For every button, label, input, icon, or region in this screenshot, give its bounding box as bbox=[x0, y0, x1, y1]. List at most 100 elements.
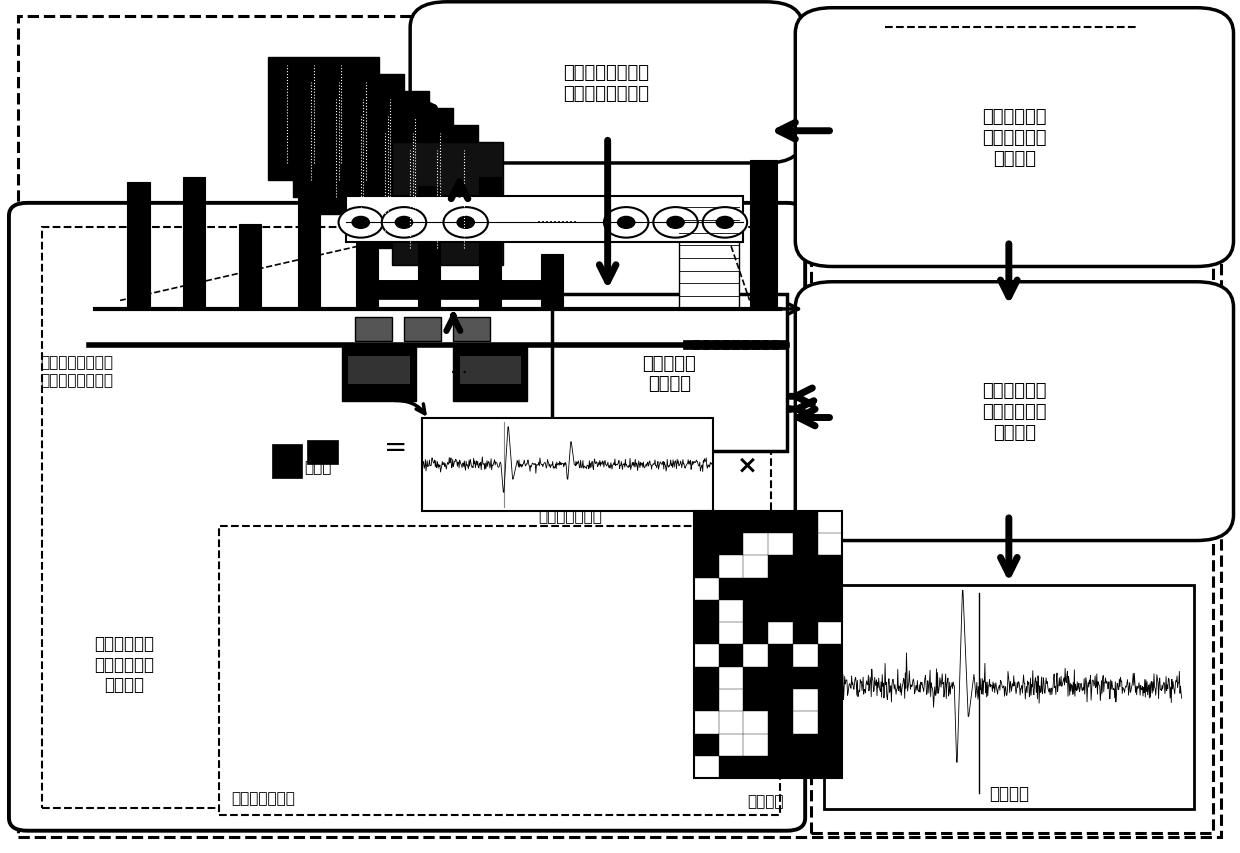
Bar bbox=[768, 711, 792, 734]
Bar bbox=[694, 734, 719, 756]
Bar bbox=[719, 756, 744, 778]
Bar bbox=[42, 228, 770, 808]
Text: 测量矩阵: 测量矩阵 bbox=[748, 793, 784, 809]
Bar bbox=[680, 208, 739, 310]
Circle shape bbox=[604, 208, 649, 238]
Bar bbox=[768, 601, 792, 623]
Text: 基于压缩采样
的微地震信号
检测技术: 基于压缩采样 的微地震信号 检测技术 bbox=[94, 634, 154, 693]
Bar bbox=[238, 225, 260, 310]
Text: 原始微地震数据: 原始微地震数据 bbox=[538, 509, 603, 524]
Text: ×: × bbox=[737, 453, 758, 477]
Bar bbox=[719, 578, 744, 601]
Bar bbox=[128, 183, 150, 310]
Bar bbox=[768, 734, 792, 756]
Bar bbox=[460, 357, 521, 385]
Circle shape bbox=[717, 218, 734, 229]
Bar bbox=[356, 184, 378, 310]
Bar bbox=[792, 756, 817, 778]
Bar bbox=[768, 645, 792, 667]
Text: 训练样本: 训练样本 bbox=[988, 784, 1029, 802]
Bar bbox=[817, 689, 842, 711]
Bar bbox=[744, 623, 768, 645]
Text: 测量值: 测量值 bbox=[304, 460, 331, 474]
Bar bbox=[298, 183, 320, 310]
Bar bbox=[719, 645, 744, 667]
Bar bbox=[694, 511, 719, 533]
Bar bbox=[268, 58, 379, 181]
Bar bbox=[694, 511, 842, 778]
Bar bbox=[694, 601, 719, 623]
Bar bbox=[541, 254, 563, 310]
Text: =: = bbox=[383, 433, 407, 461]
Bar bbox=[744, 601, 768, 623]
Bar bbox=[792, 601, 817, 623]
Bar bbox=[272, 444, 303, 479]
Text: 基于机器学习
的微地震信号
检测方法: 基于机器学习 的微地震信号 检测方法 bbox=[982, 382, 1047, 442]
Text: 输出重构微
地震数据: 输出重构微 地震数据 bbox=[642, 354, 696, 393]
Circle shape bbox=[618, 218, 635, 229]
Circle shape bbox=[339, 208, 383, 238]
Text: 基于奇异值分
解的聚类字典
学习方法: 基于奇异值分 解的聚类字典 学习方法 bbox=[982, 108, 1047, 168]
Bar bbox=[694, 556, 719, 578]
Bar bbox=[308, 441, 337, 465]
Bar bbox=[792, 623, 817, 645]
Bar bbox=[346, 197, 744, 242]
Circle shape bbox=[703, 208, 748, 238]
FancyBboxPatch shape bbox=[410, 3, 802, 164]
Circle shape bbox=[653, 208, 698, 238]
Bar bbox=[792, 578, 817, 601]
Bar bbox=[342, 108, 454, 231]
Text: ••••••••••: •••••••••• bbox=[537, 220, 577, 226]
Bar bbox=[719, 511, 744, 533]
Bar bbox=[367, 125, 479, 248]
Bar bbox=[423, 418, 713, 511]
Bar bbox=[750, 161, 776, 310]
Bar bbox=[404, 318, 441, 342]
Bar bbox=[792, 734, 817, 756]
Bar bbox=[744, 756, 768, 778]
Bar bbox=[454, 318, 490, 342]
Bar bbox=[719, 533, 744, 556]
Bar bbox=[184, 178, 206, 310]
Bar bbox=[768, 511, 792, 533]
Bar bbox=[744, 578, 768, 601]
FancyBboxPatch shape bbox=[795, 9, 1234, 267]
Bar bbox=[768, 689, 792, 711]
Bar bbox=[768, 667, 792, 689]
Circle shape bbox=[382, 208, 427, 238]
Bar bbox=[792, 556, 817, 578]
Bar bbox=[694, 623, 719, 645]
Circle shape bbox=[667, 218, 684, 229]
Bar bbox=[744, 667, 768, 689]
Bar bbox=[317, 92, 429, 215]
Bar bbox=[744, 511, 768, 533]
Bar bbox=[817, 667, 842, 689]
Bar bbox=[694, 667, 719, 689]
Bar bbox=[817, 734, 842, 756]
Bar bbox=[418, 187, 440, 310]
Bar bbox=[792, 511, 817, 533]
Bar bbox=[811, 24, 1213, 833]
Bar bbox=[218, 526, 780, 815]
Circle shape bbox=[396, 218, 413, 229]
Bar bbox=[792, 533, 817, 556]
Text: ···: ··· bbox=[450, 364, 469, 383]
FancyBboxPatch shape bbox=[795, 282, 1234, 541]
Bar bbox=[817, 578, 842, 601]
Bar bbox=[817, 711, 842, 734]
Bar bbox=[817, 645, 842, 667]
Circle shape bbox=[352, 218, 370, 229]
Bar bbox=[768, 556, 792, 578]
Bar bbox=[817, 601, 842, 623]
Bar bbox=[454, 346, 527, 401]
Bar bbox=[792, 667, 817, 689]
Bar bbox=[342, 346, 417, 401]
Bar bbox=[348, 357, 410, 385]
Bar bbox=[823, 585, 1194, 809]
Text: 基于机器学习的微
地震信号检测模型: 基于机器学习的微 地震信号检测模型 bbox=[40, 355, 113, 387]
Bar bbox=[392, 142, 502, 265]
Text: 时间域压缩采样: 时间域压缩采样 bbox=[231, 790, 295, 805]
Circle shape bbox=[458, 218, 475, 229]
Bar bbox=[768, 578, 792, 601]
Bar bbox=[293, 75, 404, 198]
